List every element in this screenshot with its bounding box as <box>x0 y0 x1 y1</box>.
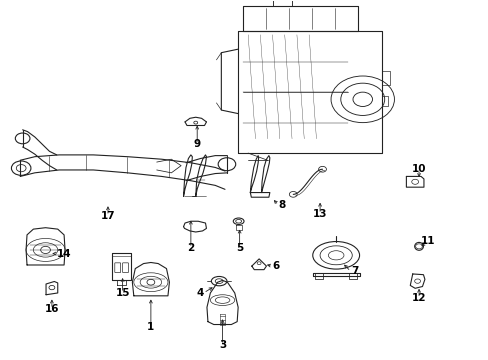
Text: 15: 15 <box>115 288 130 298</box>
Text: 10: 10 <box>411 164 426 174</box>
Text: 6: 6 <box>272 261 280 271</box>
Text: 3: 3 <box>219 340 226 350</box>
Text: 7: 7 <box>350 266 357 276</box>
Text: 9: 9 <box>193 139 201 149</box>
Text: 13: 13 <box>312 209 326 219</box>
Text: 4: 4 <box>196 288 203 298</box>
Text: 17: 17 <box>101 211 115 221</box>
Text: 12: 12 <box>411 293 426 303</box>
Text: 1: 1 <box>147 322 154 332</box>
Text: 5: 5 <box>236 243 243 253</box>
Text: 11: 11 <box>420 236 434 246</box>
Text: 14: 14 <box>57 248 71 258</box>
Text: 2: 2 <box>187 243 194 253</box>
Text: 16: 16 <box>44 304 59 314</box>
Text: 8: 8 <box>278 200 285 210</box>
